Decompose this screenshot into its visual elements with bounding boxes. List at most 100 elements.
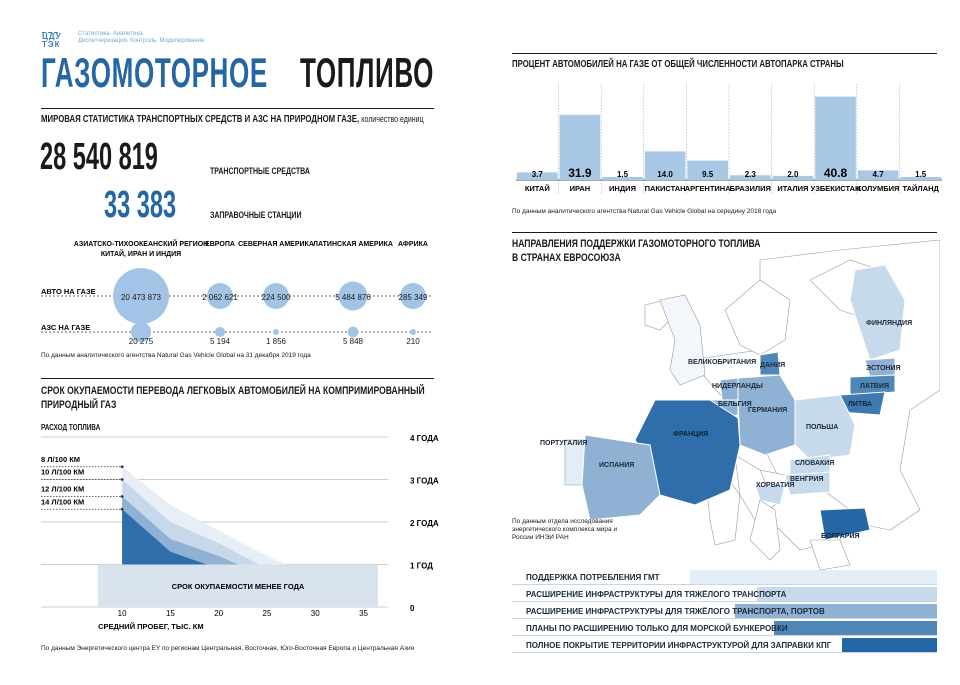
share-value-label: 1.5: [915, 170, 927, 179]
share-value-label: 4.7: [873, 170, 885, 179]
legend-swatch: [690, 570, 937, 584]
payback-series-label: 8 Л/100 КМ: [41, 455, 80, 464]
bubble-value-label: 20 275: [129, 337, 154, 346]
legend-row-line: [512, 584, 937, 585]
legend-swatch: [774, 621, 937, 635]
legend-swatch: [842, 638, 937, 652]
payback-series-point: [120, 495, 124, 498]
bubble-chart: АВТО НА ГАЗЕ АЗС НА ГАЗЕ АЗИАТСКО-ТИХООКЕА…: [41, 239, 432, 346]
share-category-label: ТАЙЛАНД: [903, 184, 940, 193]
bubble-stations: [272, 328, 280, 336]
map-country-label: ЭСТОНИЯ: [866, 365, 901, 372]
payback-xtick-label: 15: [166, 609, 175, 618]
bubble-value-label: 224 500: [262, 293, 291, 302]
map-country-uk: [659, 294, 706, 386]
divider-top-left: [41, 108, 434, 109]
bubble-value-label: 5 848: [343, 337, 364, 346]
row-label-stations: АЗС НА ГАЗЕ: [41, 323, 90, 332]
vehicles-total-label: ТРАНСПОРТНЫЕ СРЕДСТВА: [210, 166, 310, 176]
map-country-germany: [737, 374, 796, 456]
payback-heading-line2: ПРИРОДНЫЙ ГАЗ: [41, 399, 117, 411]
legend-label: ПОДДЕРЖКА ПОТРЕБЛЕНИЯ ГМТ: [526, 573, 660, 582]
share-value-label: 40.8: [824, 166, 848, 180]
share-category-label: УЗБЕКИСТАН: [811, 184, 861, 193]
world-stats-source: По данным аналитического агентства Natur…: [41, 352, 311, 359]
map-country-label: ЛАТВИЯ: [860, 383, 890, 390]
payback-xtick-label: 35: [359, 609, 368, 618]
share-value-label: 2.3: [745, 170, 757, 179]
eu-map-heading-line1: НАПРАВЛЕНИЯ ПОДДЕРЖКИ ГАЗОМОТОРНОГО ТОПЛ…: [512, 238, 761, 250]
eu-map-source-2: энергетического комплекса мира и: [512, 526, 618, 533]
divider-mid-left: [41, 378, 434, 379]
share-bar: [644, 151, 686, 180]
map-country-label: ХОРВАТИЯ: [756, 482, 795, 489]
payback-heading-line1: СРОК ОКУПАЕМОСТИ ПЕРЕВОДА ЛЕГКОВЫХ АВТОМ…: [41, 385, 425, 397]
payback-xtick-label: 25: [263, 609, 272, 618]
payback-ytick-label: 0: [410, 604, 415, 613]
eu-map: [564, 240, 940, 570]
payback-xtick-label: 10: [118, 609, 127, 618]
bubble-value-label: 2 062 621: [202, 293, 238, 302]
payback-series-label: 12 Л/100 КМ: [41, 485, 84, 494]
bubble-value-label: 210: [406, 337, 420, 346]
payback-series-point: [120, 507, 124, 511]
map-country-label: НИДЕРЛАНДЫ: [712, 383, 763, 390]
logo-subtitle-2: Диспетчеризация. Контроль. Моделирование: [78, 38, 205, 44]
payback-xtick-label: 30: [311, 609, 320, 618]
bubble-value-label: 5 484 876: [335, 293, 371, 302]
payback-ytick-label: 1 ГОД: [410, 562, 433, 571]
share-bar: [815, 96, 856, 180]
bubble-vehicles: [113, 268, 169, 324]
share-bar: [517, 172, 558, 180]
map-country-label: БОЛГАРИЯ: [821, 533, 860, 540]
bubble-stations: [131, 322, 151, 342]
share-bar: [559, 114, 601, 180]
share-bar-chart: 3.7 КИТАЙ 31.9 ИРАН 1.5 ИНДИЯ 14.0 ПАКИСТАН 9.5 А…: [516, 84, 942, 194]
share-value-label: 14.0: [657, 170, 673, 179]
eu-map-heading: НАПРАВЛЕНИЯ ПОДДЕРЖКИ ГАЗОМОТОРНОГО ТОПЛ…: [512, 237, 760, 265]
bubble-category-label: ЕВРОПА: [205, 241, 235, 248]
share-category-label: БРАЗИЛИЯ: [730, 184, 771, 193]
stations-total-label: ЗАПРАВОЧНЫЕ СТАНЦИИ: [210, 210, 302, 220]
bubble-vehicles: [400, 283, 426, 309]
map-country-label: ДАНИЯ: [760, 362, 786, 369]
bubble-category-label: КИТАЙ, ИРАН И ИНДИЯ: [101, 249, 181, 258]
bubble-category-label: ЛАТИНСКАЯ АМЕРИКА: [313, 241, 393, 248]
map-country-croatia: [754, 484, 786, 506]
eu-map-heading-line2: В СТРАНАХ ЕВРОСОЮЗА: [512, 252, 621, 264]
share-value-label: 9.5: [702, 170, 714, 179]
bubble-category-label: СЕВЕРНАЯ АМЕРИКА: [238, 241, 314, 248]
map-country-label: ГЕРМАНИЯ: [748, 407, 788, 414]
share-value-label: 3.7: [532, 170, 544, 179]
payback-series-point: [120, 465, 124, 469]
bubble-stations: [347, 326, 359, 338]
world-stats-heading: МИРОВАЯ СТАТИСТИКА ТРАНСПОРТНЫХ СРЕДСТВ …: [41, 114, 424, 125]
map-country-poland: [794, 394, 856, 461]
share-bar: [772, 175, 814, 180]
legend-row-line: [512, 618, 937, 619]
page-title-right: ТОПЛИВО: [300, 49, 434, 96]
bubble-category-label: АЗИАТСКО-ТИХООКЕАНСКИЙ РЕГИОН: [74, 239, 208, 248]
logo-subtitle-1: Статистика. Аналитика.: [78, 31, 145, 37]
share-bar: [857, 170, 899, 180]
legend-label: ПЛАНЫ ПО РАСШИРЕНИЮ ТОЛЬКО ДЛЯ МОРСКОЙ Б…: [526, 624, 788, 633]
bubble-value-label: 20 473 873: [121, 293, 162, 302]
bubble-vehicles: [263, 283, 289, 309]
eu-map-source-1: По данным отдела исследования: [512, 518, 613, 525]
vehicles-total: 28 540 819: [40, 136, 158, 178]
payback-xtick-label: 20: [214, 609, 223, 618]
divider-mid-right: [512, 232, 937, 233]
bubble-vehicles: [207, 283, 233, 309]
payback-ytick-label: 4 ГОДА: [410, 434, 439, 443]
map-country-label: ФРАНЦИЯ: [673, 431, 709, 438]
share-category-label: ИНДИЯ: [609, 184, 636, 193]
map-country-label: ИСПАНИЯ: [599, 462, 635, 469]
payback-chart: 0 1 ГОД 2 ГОДА 3 ГОДА 4 ГОДА 8 Л/100 КМ 10 Л/1…: [41, 434, 439, 631]
legend-row-line: [512, 652, 937, 653]
eu-map-source: По данным отдела исследования энергетиче…: [512, 518, 617, 542]
bubble-stations: [214, 326, 226, 338]
payback-heading: СРОК ОКУПАЕМОСТИ ПЕРЕВОДА ЛЕГКОВЫХ АВТОМ…: [41, 384, 425, 412]
map-country-label: ПОЛЬША: [806, 424, 839, 431]
legend-row-line: [512, 601, 937, 602]
map-country-label: ФИНЛЯНДИЯ: [866, 320, 913, 327]
